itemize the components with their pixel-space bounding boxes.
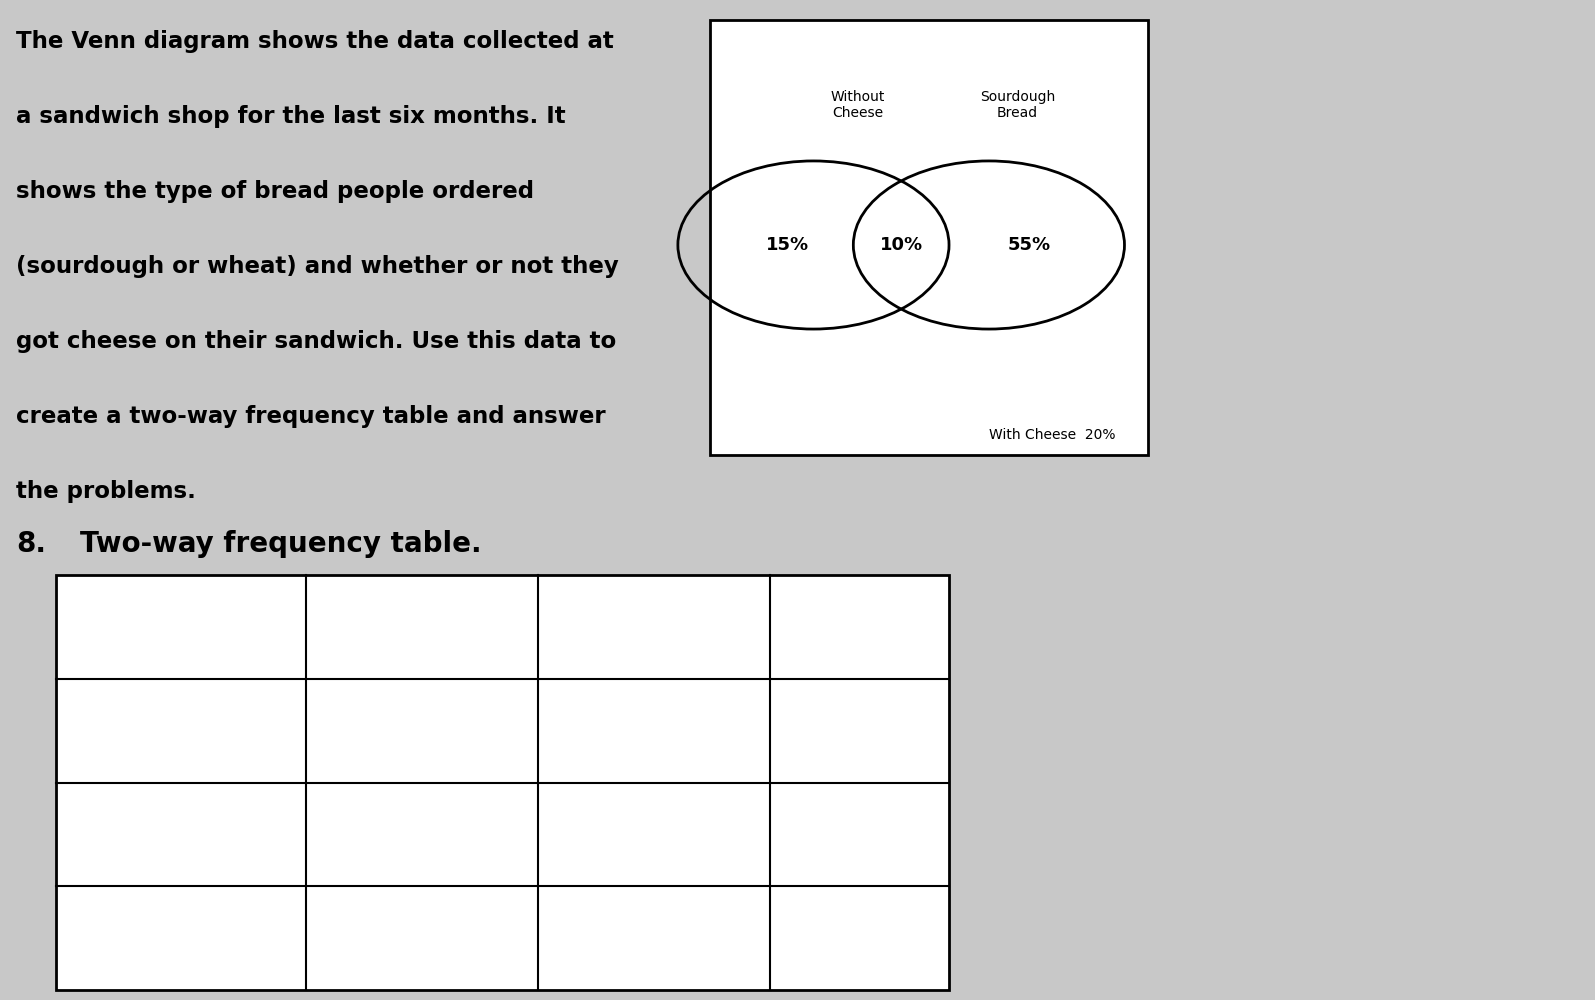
- Text: 10%: 10%: [879, 236, 924, 254]
- Bar: [56, 575, 949, 990]
- Text: (sourdough or wheat) and whether or not they: (sourdough or wheat) and whether or not …: [16, 255, 619, 278]
- Text: The Venn diagram shows the data collected at: The Venn diagram shows the data collecte…: [16, 30, 614, 53]
- Text: Without
Cheese: Without Cheese: [831, 90, 885, 120]
- Text: the problems.: the problems.: [16, 480, 196, 503]
- Bar: [710, 20, 1148, 455]
- Text: 55%: 55%: [1006, 236, 1051, 254]
- Text: Two-way frequency table.: Two-way frequency table.: [80, 530, 482, 558]
- Text: a sandwich shop for the last six months. It: a sandwich shop for the last six months.…: [16, 105, 566, 128]
- Text: Sourdough
Bread: Sourdough Bread: [979, 90, 1056, 120]
- Text: got cheese on their sandwich. Use this data to: got cheese on their sandwich. Use this d…: [16, 330, 616, 353]
- Text: With Cheese  20%: With Cheese 20%: [989, 428, 1116, 442]
- Text: shows the type of bread people ordered: shows the type of bread people ordered: [16, 180, 534, 203]
- Text: 8.: 8.: [16, 530, 46, 558]
- Text: 15%: 15%: [766, 236, 810, 254]
- Text: create a two-way frequency table and answer: create a two-way frequency table and ans…: [16, 405, 606, 428]
